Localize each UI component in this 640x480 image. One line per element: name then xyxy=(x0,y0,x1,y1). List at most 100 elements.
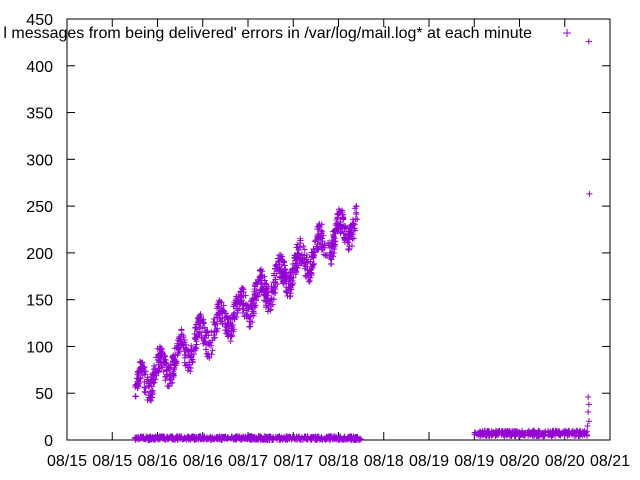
data-point xyxy=(524,429,531,436)
y-tick-label: 450 xyxy=(26,12,53,29)
data-point xyxy=(173,358,180,365)
data-point xyxy=(276,258,283,265)
y-tick-label: 400 xyxy=(26,59,53,76)
data-point xyxy=(159,362,166,369)
data-point xyxy=(186,434,192,441)
data-point xyxy=(330,233,337,240)
data-point xyxy=(267,307,274,314)
data-point xyxy=(346,434,353,441)
data-point xyxy=(252,292,259,299)
data-point xyxy=(295,250,302,257)
x-tick-label: 08/17 xyxy=(273,453,313,470)
data-point xyxy=(132,434,139,441)
chart-legend: l messages from being delivered' errors … xyxy=(3,25,571,42)
data-point xyxy=(145,380,152,387)
data-point xyxy=(137,358,143,365)
data-point xyxy=(163,373,170,380)
data-point xyxy=(152,436,159,443)
data-point xyxy=(301,433,308,440)
data-point xyxy=(349,221,356,228)
data-point xyxy=(198,334,205,341)
data-point xyxy=(315,245,322,252)
data-point xyxy=(193,341,200,348)
data-point xyxy=(307,267,314,274)
data-point xyxy=(188,354,195,361)
data-point xyxy=(165,435,172,442)
data-point xyxy=(170,359,177,366)
data-point xyxy=(586,190,593,197)
data-point xyxy=(263,286,270,293)
data-point xyxy=(196,433,203,440)
data-point xyxy=(202,435,208,442)
data-point xyxy=(192,324,199,331)
data-point xyxy=(285,280,292,287)
data-point xyxy=(245,434,252,440)
x-tick-label: 08/20 xyxy=(545,453,585,470)
data-point xyxy=(195,319,202,326)
data-point xyxy=(236,300,243,307)
data-point xyxy=(312,237,319,244)
data-point xyxy=(349,235,356,242)
data-point xyxy=(330,231,337,238)
data-point xyxy=(193,434,200,441)
data-point xyxy=(480,429,487,436)
data-point xyxy=(284,289,290,296)
data-point xyxy=(353,209,360,216)
x-tick-label: 08/18 xyxy=(318,453,358,470)
data-point xyxy=(154,368,161,374)
data-point xyxy=(290,274,297,281)
data-point xyxy=(504,428,511,435)
data-point xyxy=(132,393,139,400)
data-point xyxy=(224,331,231,337)
data-point xyxy=(351,435,358,442)
data-point xyxy=(207,433,214,440)
data-point xyxy=(271,270,278,277)
data-point xyxy=(294,435,301,442)
data-point xyxy=(257,273,264,280)
x-tick-label: 08/15 xyxy=(47,453,87,470)
data-point xyxy=(513,428,520,435)
data-point xyxy=(144,397,151,403)
data-point xyxy=(249,312,255,319)
data-point xyxy=(178,341,185,348)
data-point xyxy=(320,251,327,258)
data-point xyxy=(293,244,300,251)
data-point xyxy=(216,297,223,304)
data-point xyxy=(270,296,277,303)
data-point xyxy=(285,435,292,441)
data-point xyxy=(297,235,304,242)
data-point xyxy=(256,274,263,281)
x-tick-label: 08/15 xyxy=(92,453,132,470)
data-point xyxy=(147,388,154,395)
data-point xyxy=(291,255,298,262)
data-point xyxy=(214,311,220,318)
data-point xyxy=(318,434,325,441)
data-point xyxy=(309,261,316,268)
data-point xyxy=(250,308,257,315)
data-point xyxy=(224,320,231,327)
data-point xyxy=(206,355,213,361)
data-point xyxy=(239,305,246,312)
data-point xyxy=(301,246,308,253)
x-tick-label: 08/16 xyxy=(137,453,177,470)
data-point xyxy=(289,280,296,286)
data-point xyxy=(314,246,321,253)
data-point xyxy=(483,430,490,437)
data-point xyxy=(215,310,222,317)
data-point xyxy=(519,427,525,434)
data-point xyxy=(320,232,327,239)
data-point xyxy=(162,360,169,367)
legend-label: l messages from being delivered' errors … xyxy=(3,25,532,42)
data-point xyxy=(295,262,302,269)
data-point xyxy=(231,316,238,323)
data-point xyxy=(278,435,285,442)
data-point xyxy=(352,227,358,234)
data-point xyxy=(234,309,241,316)
data-point xyxy=(201,324,208,331)
data-point xyxy=(340,223,347,230)
data-point xyxy=(261,292,268,299)
data-point xyxy=(488,431,495,438)
data-point xyxy=(155,435,162,442)
data-point xyxy=(142,368,149,375)
